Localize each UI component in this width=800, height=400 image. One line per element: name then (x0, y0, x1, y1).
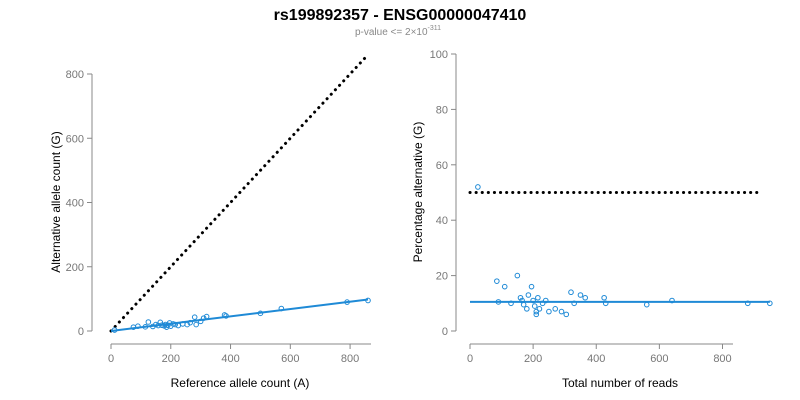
right-data-point (494, 278, 500, 284)
right-x-tick-label: 400 (587, 353, 605, 365)
subtitle-exponent: -311 (428, 25, 442, 32)
left-data-point (166, 320, 173, 326)
left-data-point (135, 323, 141, 329)
right-data-point (744, 300, 751, 307)
left-x-tick-label: 200 (162, 353, 180, 365)
figure-subtitle: p-value <= 2×10-311 (355, 25, 441, 38)
right-data-point (602, 300, 609, 307)
right-data-point (601, 294, 607, 301)
figure-title: rs199892357 - ENSG00000047410 (274, 7, 527, 24)
right-x-tick-label: 200 (524, 353, 542, 365)
left-y-axis-title: Alternative allele count (G) (49, 131, 63, 272)
left-fit-line (110, 298, 369, 332)
right-data-point (582, 294, 589, 301)
right-y-tick-label: 40 (436, 215, 448, 227)
right-y-tick-label: 100 (430, 49, 448, 61)
right-data-point (568, 289, 574, 296)
left-data-point (365, 297, 371, 304)
right-data-point (475, 184, 481, 190)
right-y-tick-label: 60 (436, 160, 448, 172)
left-x-axis-title: Reference allele count (A) (171, 376, 310, 390)
right-data-point (533, 308, 540, 315)
right-data-point (530, 297, 536, 304)
right-x-axis-title: Total number of reads (562, 376, 678, 390)
left-data-point (200, 315, 207, 321)
right-data-point (542, 297, 549, 304)
left-panel: Reference allele count (A) Alternative a… (49, 54, 371, 390)
right-data-point (767, 300, 773, 307)
right-lines (468, 191, 770, 303)
right-y-tick-label: 20 (436, 271, 448, 283)
left-x-tick-label: 400 (221, 353, 239, 365)
right-data-point (571, 300, 577, 307)
left-ticks: 0 200 400 600 800 0 200 400 600 800 (66, 69, 360, 365)
left-x-tick-label: 0 (108, 353, 114, 365)
subtitle-prefix: p-value <= 2 (355, 27, 411, 38)
subtitle-base: 10 (416, 27, 428, 38)
right-data-point (536, 306, 543, 312)
right-x-tick-label: 800 (713, 353, 731, 365)
right-data-point (558, 308, 565, 315)
right-data-point (552, 306, 559, 312)
left-y-tick-label: 800 (66, 69, 84, 81)
right-data-point (517, 294, 524, 301)
right-x-tick-label: 0 (467, 353, 473, 365)
left-data-point (278, 305, 285, 312)
right-data-point (539, 300, 546, 307)
left-data-point (197, 318, 204, 325)
left-data-point (159, 322, 165, 329)
left-data-point (191, 314, 198, 320)
left-x-tick-label: 800 (341, 353, 359, 365)
right-data-point (563, 311, 570, 318)
left-data-point (193, 321, 199, 328)
right-data-point (643, 301, 650, 308)
right-panel: Total number of reads Percentage alterna… (411, 49, 773, 390)
right-data-point (669, 297, 675, 304)
left-data-point (187, 319, 193, 326)
right-data-point (524, 306, 530, 312)
right-data-point (525, 292, 532, 298)
right-y-tick-label: 80 (436, 104, 448, 116)
right-data-point (508, 300, 514, 307)
right-points (475, 184, 773, 318)
right-data-point (546, 308, 552, 315)
right-ticks: 0 20 40 60 80 100 0 200 400 600 800 (430, 49, 732, 365)
left-y-tick-label: 0 (78, 326, 84, 338)
left-data-point (223, 313, 229, 319)
right-y-tick-label: 0 (442, 326, 448, 338)
left-data-point (203, 313, 210, 320)
right-data-point (501, 283, 508, 290)
right-data-point (528, 283, 535, 290)
left-y-tick-label: 400 (66, 198, 84, 210)
right-x-tick-label: 600 (650, 353, 668, 365)
left-lines (109, 54, 369, 333)
left-data-point (344, 299, 350, 305)
right-y-axis-title: Percentage alternative (G) (411, 122, 425, 263)
right-data-point (520, 301, 527, 308)
left-x-tick-label: 600 (281, 353, 299, 365)
left-data-point (157, 319, 164, 326)
right-data-point (495, 299, 502, 305)
left-data-point (257, 310, 264, 317)
left-expected-ratio-line (109, 54, 369, 333)
left-data-point (111, 327, 118, 333)
subtitle-times: × (411, 27, 417, 38)
left-y-tick-label: 600 (66, 133, 84, 145)
left-data-point (175, 322, 182, 329)
left-points (111, 297, 371, 333)
left-y-tick-label: 200 (66, 262, 84, 274)
left-data-point (142, 324, 149, 330)
left-data-point (172, 321, 179, 328)
right-data-point (531, 303, 538, 309)
right-data-point (577, 292, 584, 298)
left-data-point (145, 319, 152, 325)
right-data-point (514, 272, 521, 279)
right-data-point (533, 311, 540, 318)
right-data-point (535, 294, 541, 301)
